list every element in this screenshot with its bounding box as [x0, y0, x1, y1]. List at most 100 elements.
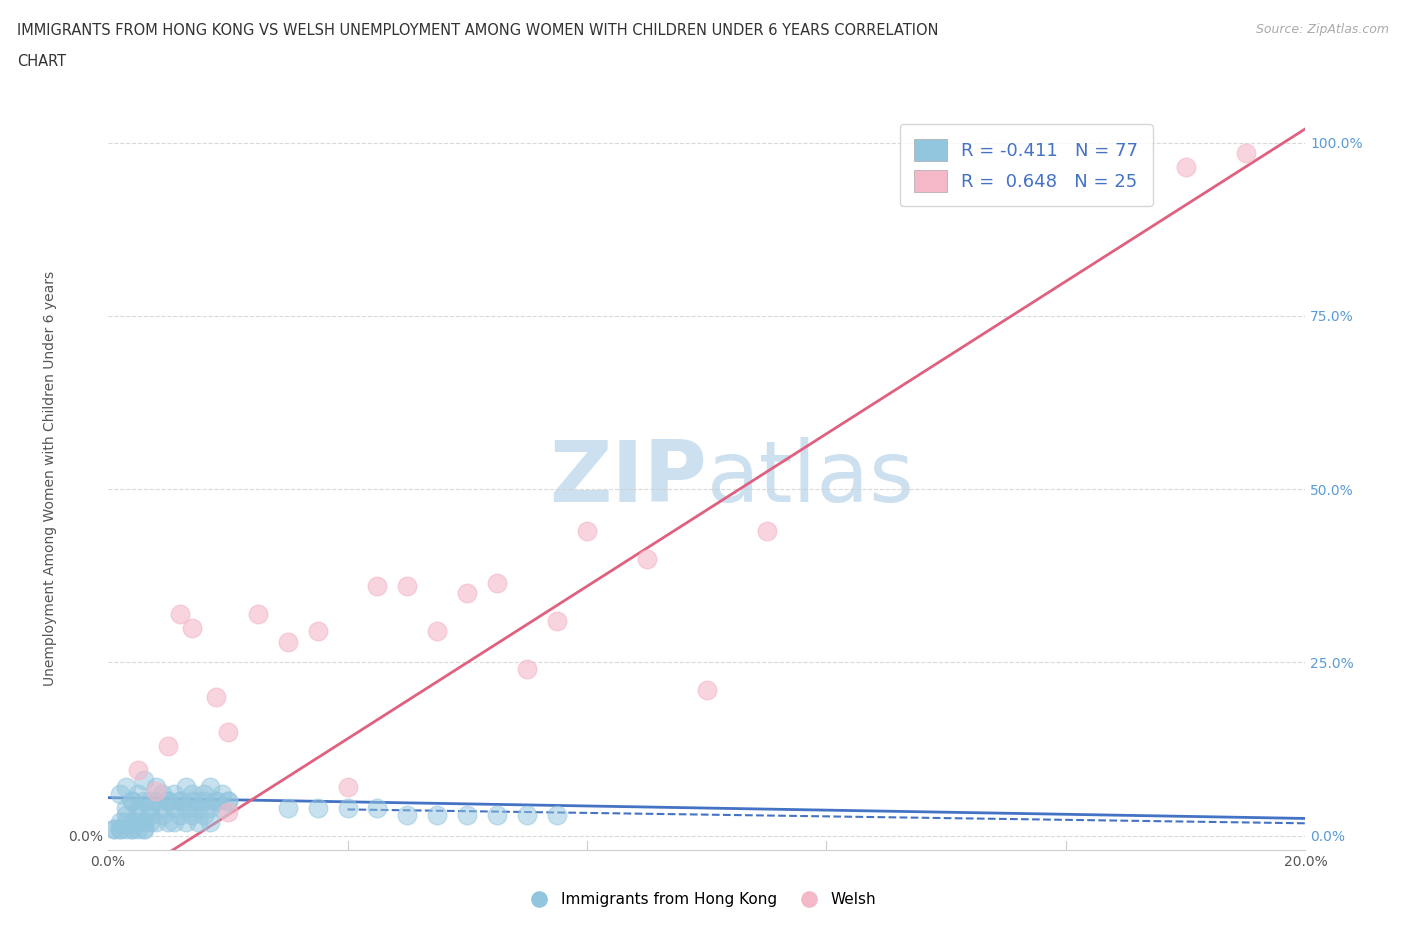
Point	[174, 815, 197, 830]
Point	[366, 578, 388, 593]
Point	[396, 578, 419, 593]
Legend: R = -0.411   N = 77, R =  0.648   N = 25: R = -0.411 N = 77, R = 0.648 N = 25	[900, 125, 1153, 206]
Point	[169, 793, 191, 808]
Point	[205, 793, 228, 808]
Text: CHART: CHART	[17, 54, 66, 69]
Text: IMMIGRANTS FROM HONG KONG VS WELSH UNEMPLOYMENT AMONG WOMEN WITH CHILDREN UNDER : IMMIGRANTS FROM HONG KONG VS WELSH UNEMP…	[17, 23, 938, 38]
Point	[187, 815, 209, 830]
Point	[576, 524, 599, 538]
Point	[426, 807, 449, 822]
Point	[163, 787, 186, 802]
Point	[174, 801, 197, 816]
Text: ZIP: ZIP	[548, 437, 707, 520]
Point	[121, 821, 143, 836]
Point	[211, 801, 233, 816]
Point	[180, 793, 202, 808]
Point	[187, 801, 209, 816]
Point	[145, 793, 167, 808]
Point	[193, 787, 215, 802]
Point	[486, 576, 509, 591]
Point	[127, 787, 149, 802]
Point	[198, 780, 221, 795]
Point	[211, 787, 233, 802]
Point	[246, 606, 269, 621]
Point	[546, 807, 568, 822]
Point	[169, 807, 191, 822]
Point	[145, 783, 167, 798]
Point	[217, 793, 239, 808]
Point	[121, 793, 143, 808]
Text: Source: ZipAtlas.com: Source: ZipAtlas.com	[1256, 23, 1389, 36]
Point	[139, 807, 162, 822]
Point	[486, 807, 509, 822]
Point	[217, 804, 239, 819]
Point	[150, 787, 173, 802]
Text: atlas: atlas	[707, 437, 915, 520]
Point	[156, 738, 179, 753]
Point	[139, 801, 162, 816]
Point	[198, 801, 221, 816]
Point	[169, 606, 191, 621]
Point	[396, 807, 419, 822]
Point	[516, 662, 538, 677]
Point	[121, 821, 143, 836]
Point	[103, 821, 125, 836]
Point	[132, 821, 155, 836]
Point	[169, 793, 191, 808]
Point	[127, 821, 149, 836]
Point	[636, 551, 658, 566]
Point	[755, 524, 778, 538]
Point	[145, 780, 167, 795]
Point	[108, 787, 131, 802]
Point	[132, 821, 155, 836]
Point	[277, 634, 299, 649]
Point	[163, 815, 186, 830]
Point	[132, 793, 155, 808]
Point	[456, 586, 478, 601]
Point	[132, 815, 155, 830]
Point	[217, 724, 239, 739]
Point	[156, 815, 179, 830]
Point	[180, 787, 202, 802]
Point	[150, 807, 173, 822]
Point	[217, 793, 239, 808]
Point	[115, 807, 138, 822]
Point	[115, 821, 138, 836]
Point	[187, 793, 209, 808]
Point	[145, 815, 167, 830]
Point	[366, 801, 388, 816]
Legend: Immigrants from Hong Kong, Welsh: Immigrants from Hong Kong, Welsh	[524, 886, 882, 913]
Point	[121, 793, 143, 808]
Point	[121, 815, 143, 830]
Point	[127, 801, 149, 816]
Point	[127, 815, 149, 830]
Point	[115, 780, 138, 795]
Point	[115, 801, 138, 816]
Point	[546, 614, 568, 629]
Point	[336, 801, 359, 816]
Point	[156, 793, 179, 808]
Point	[115, 815, 138, 830]
Point	[193, 793, 215, 808]
Point	[307, 801, 329, 816]
Point	[696, 683, 718, 698]
Point	[516, 807, 538, 822]
Point	[193, 807, 215, 822]
Point	[127, 807, 149, 822]
Point	[1174, 159, 1197, 174]
Point	[132, 773, 155, 788]
Point	[205, 690, 228, 705]
Point	[127, 763, 149, 777]
Point	[108, 821, 131, 836]
Point	[198, 815, 221, 830]
Point	[426, 624, 449, 639]
Point	[205, 793, 228, 808]
Point	[108, 815, 131, 830]
Point	[156, 793, 179, 808]
Point	[336, 780, 359, 795]
Point	[103, 821, 125, 836]
Point	[1234, 146, 1257, 161]
Point	[174, 780, 197, 795]
Y-axis label: Unemployment Among Women with Children Under 6 years: Unemployment Among Women with Children U…	[44, 272, 58, 686]
Point	[456, 807, 478, 822]
